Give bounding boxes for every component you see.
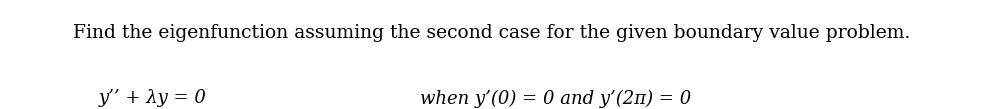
Text: Find the eigenfunction assuming the second case for the given boundary value pro: Find the eigenfunction assuming the seco… — [73, 24, 910, 42]
Text: y’’ + λy = 0: y’’ + λy = 0 — [98, 89, 206, 107]
Text: when y’(0) = 0 and y’(2π) = 0: when y’(0) = 0 and y’(2π) = 0 — [420, 89, 691, 108]
